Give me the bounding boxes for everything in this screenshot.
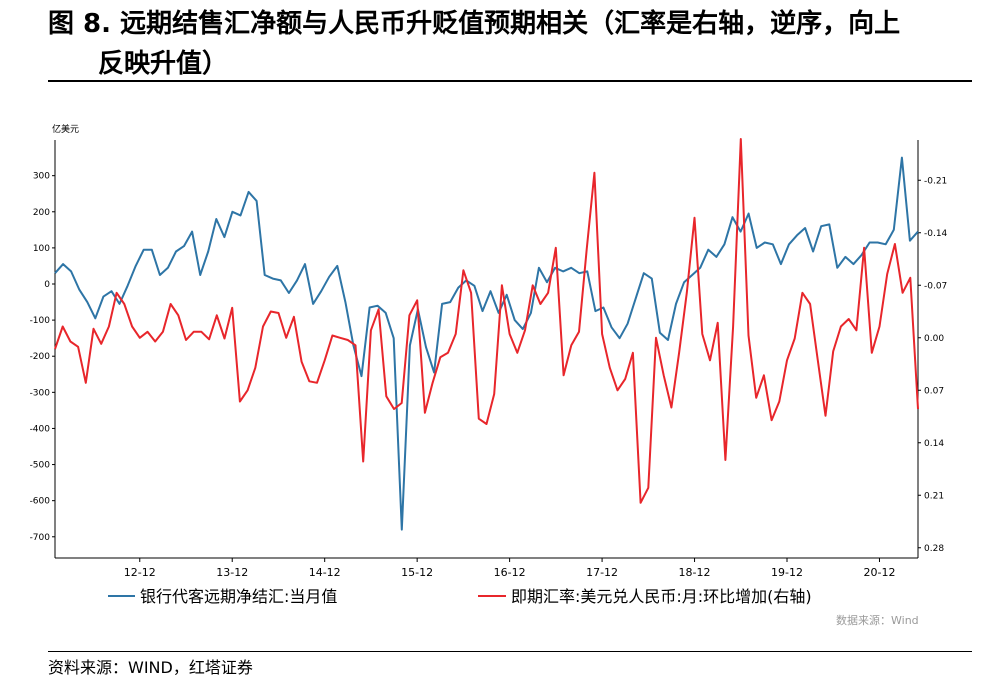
x-axis-tick-label: 14-12: [309, 566, 341, 579]
x-axis-tick-label: 18-12: [679, 566, 711, 579]
x-axis-tick-label: 13-12: [216, 566, 248, 579]
right-axis-ticks: -0.21 -0.14 -0.07 0.00 0.07 0.14 0.21 0.28: [918, 176, 948, 554]
x-axis-tick-label: 12-12: [124, 566, 156, 579]
x-axis-tick-label: 19-12: [771, 566, 803, 579]
forward-settlement-line: [54, 156, 919, 531]
left-axis-tick-label: -600: [30, 497, 51, 507]
data-source-watermark: 数据来源：Wind: [836, 614, 919, 627]
series-layer: [54, 138, 919, 531]
right-axis-tick-label: -0.21: [924, 176, 947, 186]
x-axis-tick-label: 17-12: [586, 566, 618, 579]
right-axis-tick-label: 0.21: [924, 491, 944, 501]
x-axis-tick-label: 15-12: [401, 566, 433, 579]
spot-rate-change-line: [54, 138, 919, 504]
left-axis-tick-label: 0: [44, 280, 50, 290]
left-axis-ticks: 300 200 100 0 -100 -200 -300 -400 -500 -600 -700: [30, 172, 55, 543]
left-axis-tick-label: -300: [30, 388, 51, 398]
right-axis-tick-label: 0.00: [924, 334, 944, 344]
right-axis-tick-label: -0.14: [924, 229, 948, 239]
x-axis-ticks: 12-12 13-12 14-12 15-12 16-12 17-12 18-12 19-12…: [124, 558, 895, 579]
figure-title-line2: 反映升值）: [98, 49, 229, 79]
left-axis-tick-label: 200: [33, 208, 50, 218]
left-axis-tick-label: -400: [30, 424, 51, 434]
left-axis-tick-label: -700: [30, 533, 51, 543]
right-axis-tick-label: 0.14: [924, 439, 944, 449]
right-axis-tick-label: 0.28: [924, 544, 944, 554]
x-axis-tick-label: 20-12: [863, 566, 895, 579]
right-axis-tick-label: -0.07: [924, 281, 947, 291]
left-axis-tick-label: 300: [33, 172, 50, 182]
source-note: 资料来源：WIND，红塔证券: [48, 658, 253, 677]
x-axis-tick-label: 16-12: [494, 566, 526, 579]
title-divider: [48, 80, 972, 82]
legend: 银行代客远期净结汇:当月值 即期汇率:美元兑人民币:月:环比增加(右轴): [108, 587, 812, 606]
left-axis-tick-label: 100: [33, 244, 50, 254]
legend-label-forward-settlement: 银行代客远期净结汇:当月值: [140, 587, 337, 606]
figure-title: 图 8. 远期结售汇净额与人民币升贬值预期相关（汇率是右轴，逆序，向上 反映升值…: [48, 4, 978, 84]
left-axis-tick-label: -100: [30, 316, 51, 326]
left-axis-tick-label: -500: [30, 461, 51, 471]
figure-title-line1: 图 8. 远期结售汇净额与人民币升贬值预期相关（汇率是右轴，逆序，向上: [48, 9, 901, 39]
left-axis-unit: 亿美元: [52, 123, 79, 135]
source-divider: [48, 651, 972, 652]
plot-area: 亿美元 300 200 100 0 -100 -200 -300 -400 -500 -600 -7…: [30, 123, 948, 579]
left-axis-tick-label: -200: [30, 352, 51, 362]
legend-label-spot-rate: 即期汇率:美元兑人民币:月:环比增加(右轴): [511, 587, 812, 606]
right-axis-tick-label: 0.07: [924, 386, 944, 396]
